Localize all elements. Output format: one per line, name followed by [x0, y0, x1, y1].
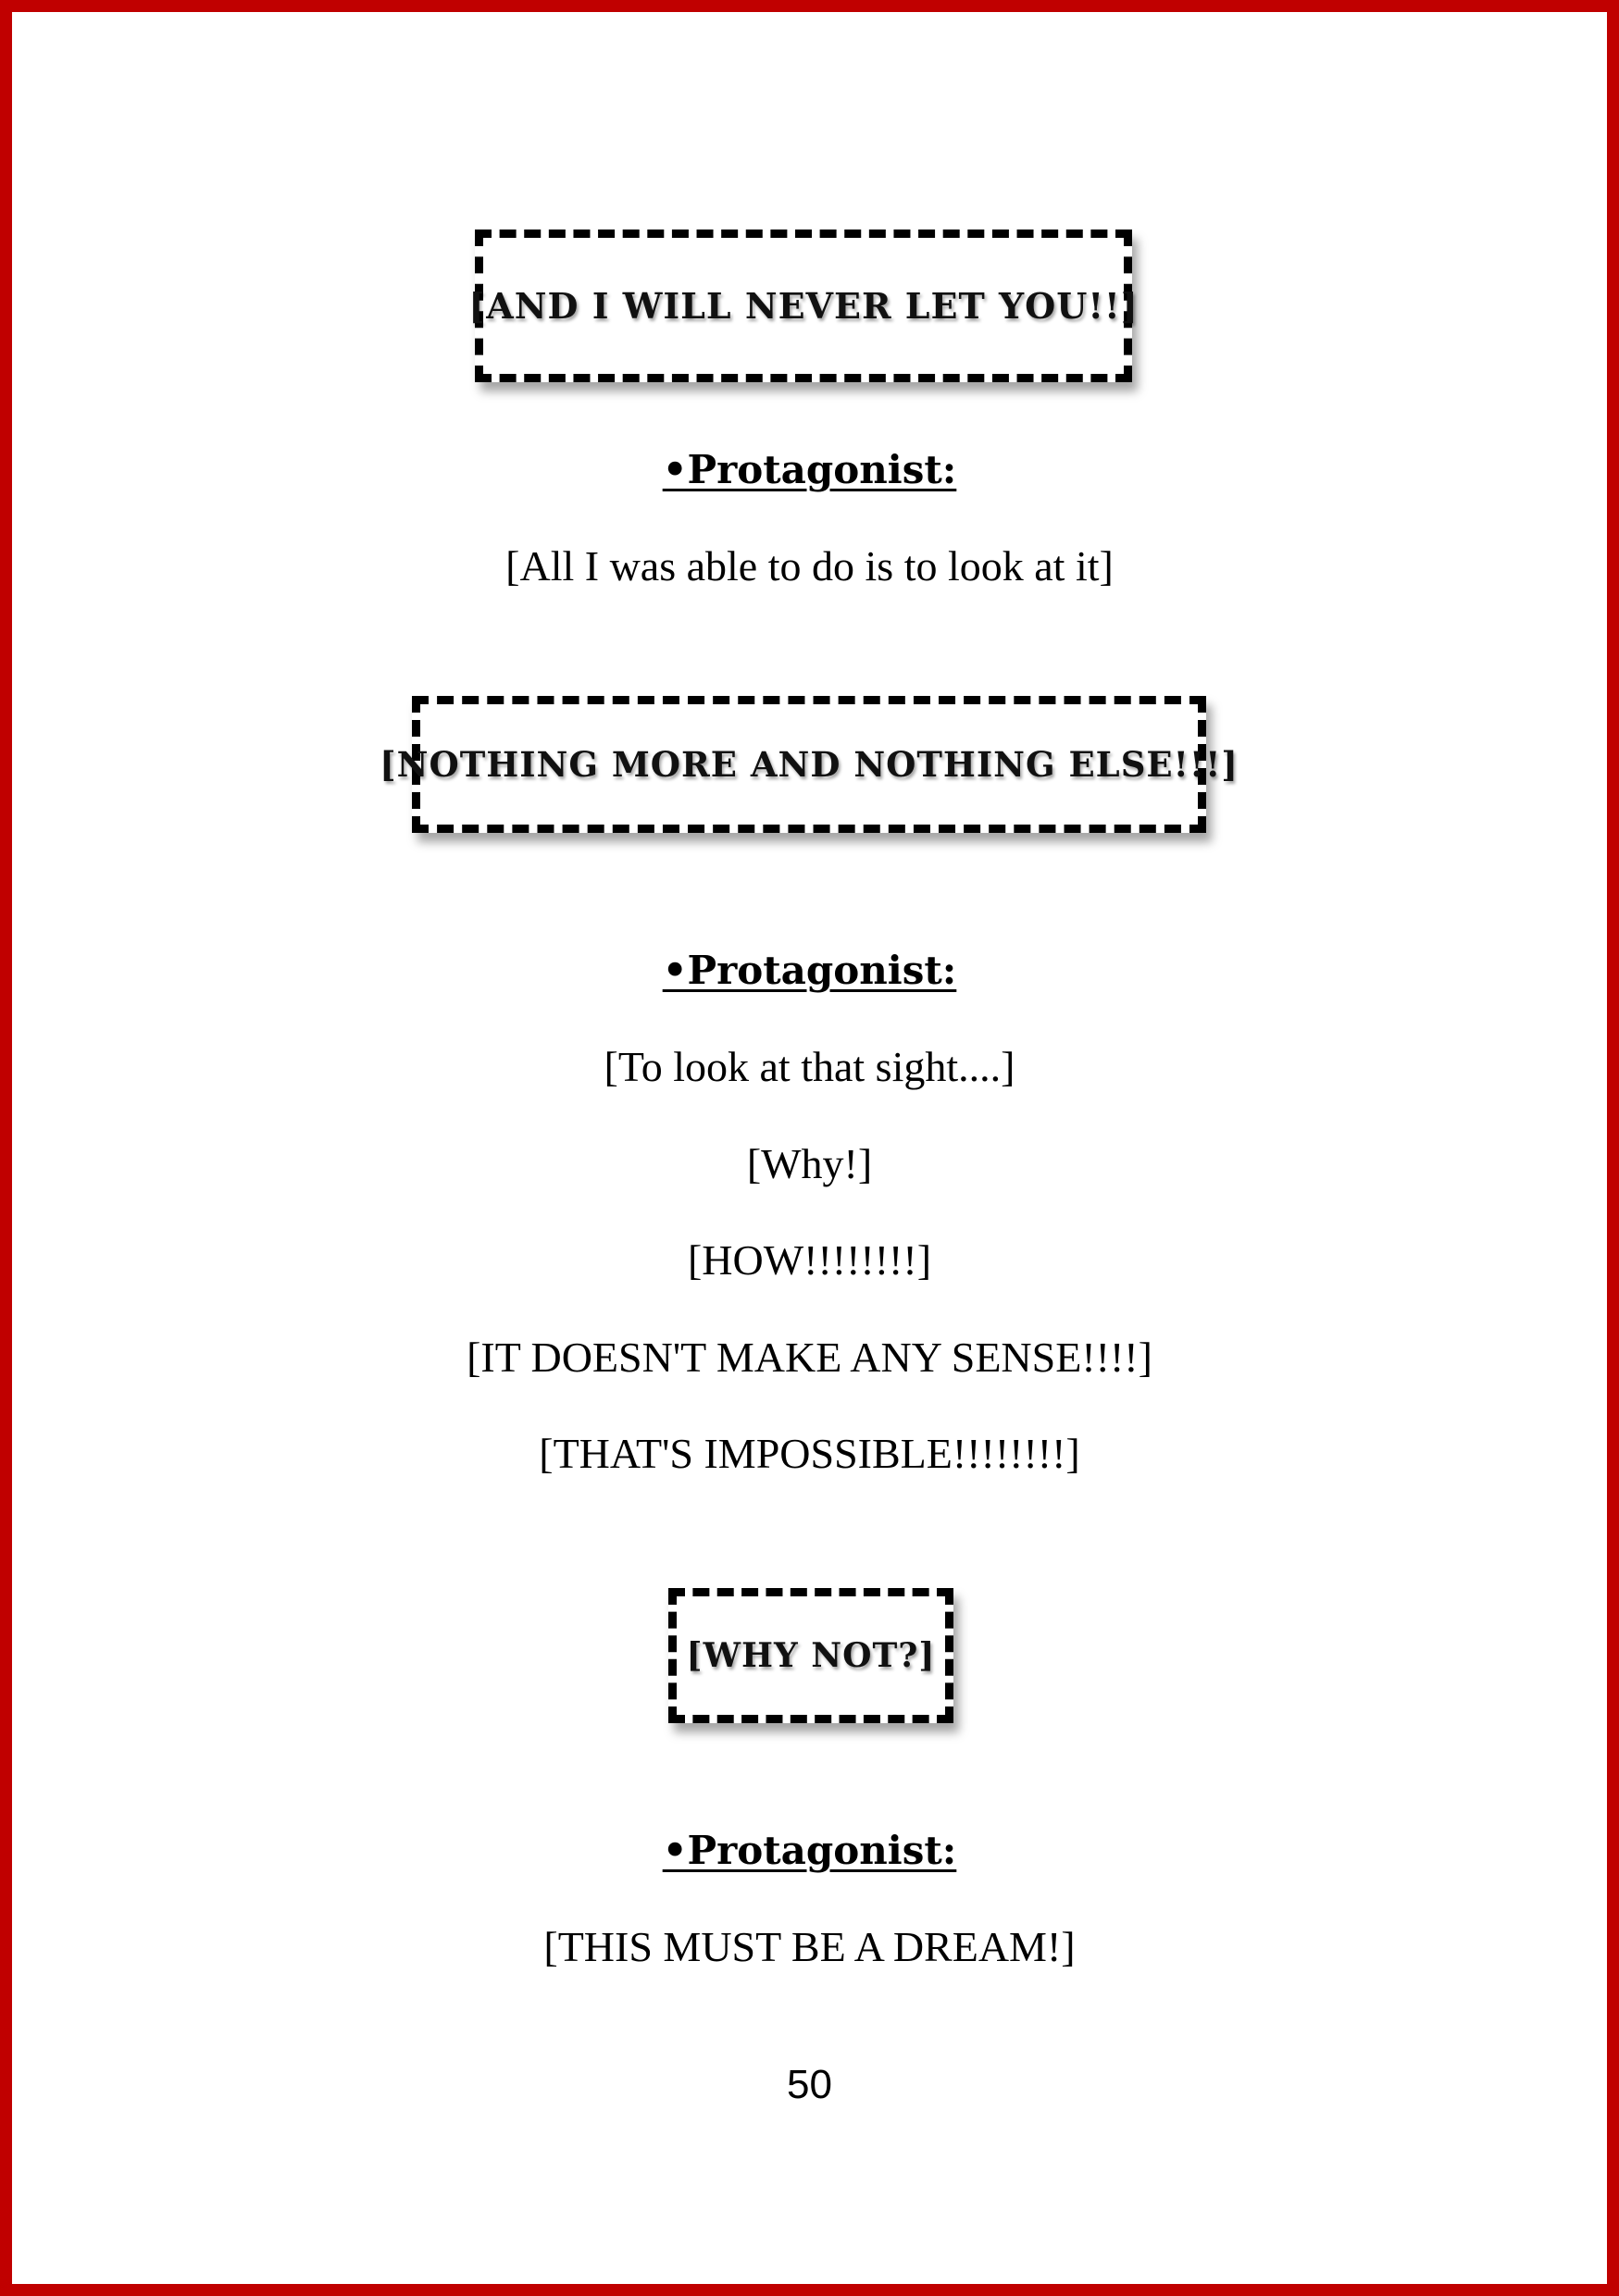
dialogue-line-4: [HOW!!!!!!!!]	[687, 1236, 932, 1284]
speaker-label-2: •Protagonist:	[662, 948, 957, 993]
page-number: 50	[787, 2062, 832, 2107]
dialogue-line-1: [All I was able to do is to look at it]	[505, 542, 1114, 590]
dialogue-line-2: [To look at that sight....]	[604, 1043, 1015, 1090]
dialogue-line-3: [Why!]	[746, 1140, 873, 1187]
dialogue-line-5: [IT DOESN'T MAKE ANY SENSE!!!!]	[467, 1334, 1152, 1381]
speaker-label-3: •Protagonist:	[662, 1828, 957, 1873]
shout-box-2: [NOTHING MORE AND NOTHING ELSE!!!]	[380, 696, 1238, 833]
shout-text-1: [AND I WILL NEVER LET YOU!!]	[468, 285, 1139, 327]
speaker-label-1: •Protagonist:	[662, 447, 957, 492]
shout-box-3: [WHY NOT?]	[668, 1588, 953, 1723]
shout-box-1: [AND I WILL NEVER LET YOU!!]	[468, 230, 1138, 382]
dialogue-line-7: [THIS MUST BE A DREAM!]	[543, 1923, 1076, 1970]
shout-text-3: [WHY NOT?]	[686, 1636, 936, 1675]
shout-text-2: [NOTHING MORE AND NOTHING ELSE!!!]	[380, 744, 1239, 785]
dialogue-line-6: [THAT'S IMPOSSIBLE!!!!!!!!]	[539, 1430, 1080, 1477]
